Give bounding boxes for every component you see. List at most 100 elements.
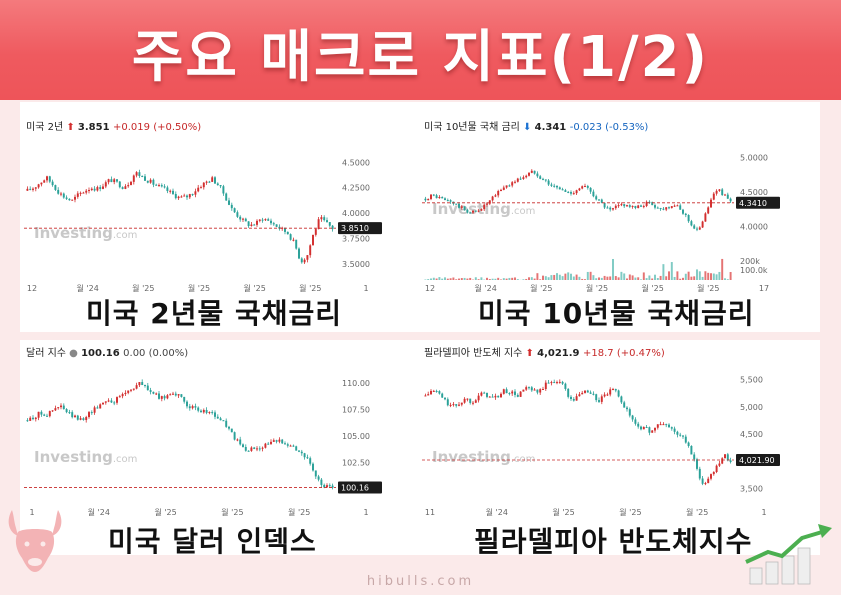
candle — [62, 192, 65, 199]
volume-bar — [488, 279, 491, 280]
candle — [575, 393, 578, 401]
candle — [174, 191, 177, 200]
y-tick-label: 4,500 — [740, 430, 763, 439]
candle — [110, 176, 113, 183]
candle — [130, 388, 132, 393]
candle — [444, 197, 446, 201]
candle — [292, 444, 295, 447]
candle — [463, 206, 466, 211]
candle — [634, 417, 637, 426]
candle — [718, 460, 721, 467]
candle — [46, 175, 48, 183]
volume-tick-label: 200k — [740, 257, 760, 266]
candle — [211, 410, 214, 415]
current-value: 3.851 — [77, 122, 114, 133]
candle — [572, 397, 575, 402]
watermark-suffix: .com — [113, 230, 138, 241]
candle — [258, 219, 261, 223]
candle — [60, 403, 62, 410]
candle — [449, 199, 452, 204]
candle — [323, 215, 326, 222]
candle — [637, 421, 640, 429]
watermark-brand: Investing — [432, 200, 511, 218]
candle — [729, 197, 732, 204]
candle — [118, 180, 121, 189]
candle — [222, 420, 225, 422]
candle — [441, 392, 444, 399]
candle — [679, 432, 682, 437]
candle — [648, 426, 651, 436]
candle — [589, 390, 592, 394]
watermark-brand: Investing — [34, 448, 113, 466]
volume-bar — [547, 277, 550, 280]
volume-bar — [634, 277, 637, 280]
x-tick-label: 월 '25 — [686, 507, 708, 517]
candle — [258, 446, 261, 452]
candle — [202, 182, 205, 190]
candle — [698, 226, 701, 231]
volume-bar — [693, 276, 696, 280]
candle — [284, 441, 286, 445]
candle — [331, 225, 334, 232]
volume-bar — [449, 278, 452, 280]
y-tick-label: 5,000 — [740, 403, 763, 412]
volume-bar — [721, 258, 724, 280]
volume-bar — [701, 276, 704, 280]
volume-bar — [533, 278, 536, 280]
candle — [631, 414, 634, 422]
candle — [612, 387, 614, 391]
candle — [724, 453, 726, 459]
rising-chart-icon — [745, 524, 832, 585]
candle — [724, 193, 726, 196]
candle — [328, 222, 331, 228]
candle — [710, 473, 712, 481]
volume-bar — [477, 279, 480, 280]
candle — [516, 177, 519, 183]
candle — [592, 391, 595, 396]
volume-bar — [659, 275, 662, 280]
candle — [578, 187, 581, 191]
candle — [556, 380, 558, 385]
volume-bar — [645, 278, 648, 280]
candle — [113, 177, 116, 185]
candle — [682, 435, 684, 439]
candle — [253, 446, 256, 450]
candle — [525, 174, 528, 179]
candle — [463, 397, 466, 404]
candle — [640, 204, 642, 207]
candle — [581, 390, 584, 395]
candle — [289, 233, 292, 241]
candle — [452, 401, 455, 407]
candle — [600, 198, 603, 204]
x-tick-label: 1 — [29, 508, 34, 517]
candle — [74, 414, 76, 418]
candle — [51, 410, 54, 412]
candle — [107, 398, 110, 403]
candle — [617, 203, 620, 208]
candle — [572, 191, 575, 195]
candle — [626, 406, 628, 412]
watermark-suffix: .com — [511, 206, 536, 217]
candle — [690, 445, 693, 455]
y-tick-label: 110.00 — [342, 379, 370, 388]
candle — [511, 389, 514, 396]
candle — [244, 217, 247, 222]
y-tick-label: 4.0000 — [342, 209, 370, 218]
candle — [300, 449, 303, 456]
volume-bar — [575, 274, 578, 280]
candle — [177, 195, 180, 201]
instrument-name: 필라델피아 반도체 지수 — [424, 348, 526, 359]
candle — [539, 174, 542, 180]
candle — [491, 394, 494, 398]
candle — [715, 189, 718, 196]
candle — [93, 186, 96, 192]
candle — [205, 407, 208, 415]
chart-us-2y-treasury: 미국 2년 ⬆ 3.851 +0.019 (+0.50%) 4.5000 4.250… — [22, 116, 384, 294]
bull-logo-icon — [8, 510, 62, 572]
x-tick-label: 1 — [363, 284, 368, 293]
candle — [96, 185, 99, 192]
candle — [158, 183, 160, 187]
candle — [704, 481, 707, 486]
y-tick-label: 107.50 — [342, 406, 370, 415]
candle — [519, 176, 522, 181]
